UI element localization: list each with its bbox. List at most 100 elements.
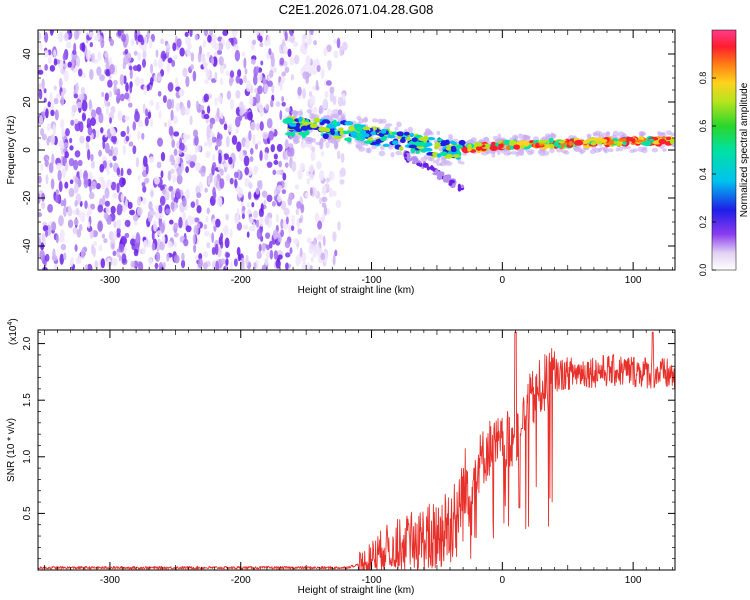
noise-speckle bbox=[266, 118, 273, 129]
ridge-blob bbox=[298, 116, 303, 122]
ridge-halo bbox=[549, 148, 555, 154]
noise-speckle bbox=[252, 39, 256, 46]
noise-speckle bbox=[100, 258, 106, 269]
noise-speckle bbox=[73, 42, 77, 54]
noise-speckle bbox=[257, 85, 263, 95]
noise-speckle bbox=[184, 153, 191, 162]
ridge-blob bbox=[410, 147, 416, 154]
noise-speckle bbox=[105, 205, 111, 215]
noise-speckle bbox=[258, 179, 263, 190]
noise-speckle bbox=[298, 217, 303, 224]
noise-speckle bbox=[333, 50, 339, 59]
noise-speckle bbox=[135, 231, 141, 244]
noise-speckle bbox=[64, 181, 69, 189]
noise-speckle bbox=[140, 38, 145, 46]
noise-speckle bbox=[252, 134, 256, 146]
noise-speckle bbox=[47, 101, 52, 108]
ridge-blob bbox=[375, 139, 381, 145]
noise-speckle bbox=[262, 131, 269, 140]
noise-speckle bbox=[38, 115, 44, 126]
noise-speckle bbox=[218, 56, 224, 66]
noise-speckle bbox=[329, 86, 335, 94]
noise-speckle bbox=[209, 30, 214, 37]
noise-speckle bbox=[83, 177, 89, 189]
ridge-blob bbox=[300, 121, 310, 126]
noise-speckle bbox=[291, 214, 295, 226]
noise-speckle bbox=[174, 241, 177, 248]
noise-speckle bbox=[173, 131, 180, 137]
ridge-blob bbox=[338, 127, 344, 132]
noise-speckle bbox=[194, 145, 198, 154]
noise-speckle bbox=[44, 229, 48, 238]
noise-speckle bbox=[246, 209, 252, 215]
noise-speckle bbox=[165, 43, 171, 53]
noise-speckle bbox=[47, 203, 54, 213]
noise-speckle bbox=[285, 262, 289, 270]
noise-speckle bbox=[59, 228, 65, 239]
noise-speckle bbox=[224, 237, 230, 249]
noise-speckle bbox=[226, 90, 232, 100]
noise-speckle bbox=[223, 224, 229, 237]
snr-scale-label: (x104) bbox=[7, 318, 19, 345]
noise-speckle bbox=[284, 31, 288, 42]
noise-speckle bbox=[334, 249, 338, 257]
noise-speckle bbox=[64, 151, 69, 159]
ridge-halo bbox=[657, 132, 664, 137]
noise-speckle bbox=[204, 141, 209, 147]
ridge-blob bbox=[324, 127, 331, 133]
noise-speckle bbox=[281, 96, 285, 103]
ridge-blob bbox=[498, 143, 504, 149]
noise-speckle bbox=[255, 30, 260, 36]
noise-speckle bbox=[53, 263, 59, 270]
noise-speckle bbox=[58, 140, 65, 148]
noise-speckle bbox=[207, 175, 211, 186]
ridge-blob bbox=[363, 140, 373, 144]
noise-speckle bbox=[217, 94, 222, 103]
noise-speckle bbox=[43, 88, 47, 94]
noise-speckle bbox=[107, 79, 113, 88]
noise-speckle bbox=[266, 194, 273, 203]
noise-speckle bbox=[175, 102, 180, 113]
noise-speckle bbox=[153, 74, 157, 84]
noise-speckle bbox=[88, 192, 95, 200]
noise-speckle bbox=[200, 53, 206, 64]
noise-speckle bbox=[291, 160, 297, 172]
snr-scale-close: ) bbox=[8, 318, 19, 321]
x-tick-label: 100 bbox=[625, 275, 642, 286]
noise-speckle bbox=[74, 176, 79, 184]
noise-speckle bbox=[166, 253, 170, 262]
ridge-blob bbox=[558, 140, 565, 144]
noise-speckle bbox=[50, 30, 55, 34]
noise-speckle bbox=[63, 70, 69, 82]
noise-speckle bbox=[98, 244, 103, 252]
ridge-blob bbox=[553, 141, 559, 147]
noise-speckle bbox=[315, 85, 320, 91]
noise-speckle bbox=[297, 228, 303, 235]
ridge-blob bbox=[288, 119, 294, 123]
noise-speckle bbox=[181, 252, 185, 261]
noise-speckle bbox=[324, 90, 329, 99]
ridge-blob bbox=[425, 147, 433, 152]
noise-speckle bbox=[129, 82, 133, 94]
noise-speckle bbox=[133, 220, 138, 226]
noise-speckle bbox=[41, 192, 45, 202]
noise-speckle bbox=[301, 252, 307, 263]
ridge-halo bbox=[356, 116, 362, 121]
noise-speckle bbox=[80, 86, 85, 96]
noise-speckle bbox=[261, 242, 266, 252]
noise-speckle bbox=[314, 212, 320, 223]
noise-speckle bbox=[46, 137, 50, 146]
noise-speckle bbox=[182, 67, 188, 78]
noise-speckle bbox=[138, 119, 143, 128]
noise-speckle bbox=[309, 265, 313, 270]
noise-speckle bbox=[120, 193, 125, 202]
ridge-blob bbox=[409, 132, 414, 138]
noise-speckle bbox=[280, 200, 287, 211]
noise-speckle bbox=[214, 97, 218, 106]
noise-speckle bbox=[172, 115, 178, 125]
noise-speckle bbox=[112, 231, 119, 241]
noise-speckle bbox=[124, 48, 129, 55]
noise-speckle bbox=[108, 149, 113, 157]
noise-speckle bbox=[325, 177, 331, 183]
